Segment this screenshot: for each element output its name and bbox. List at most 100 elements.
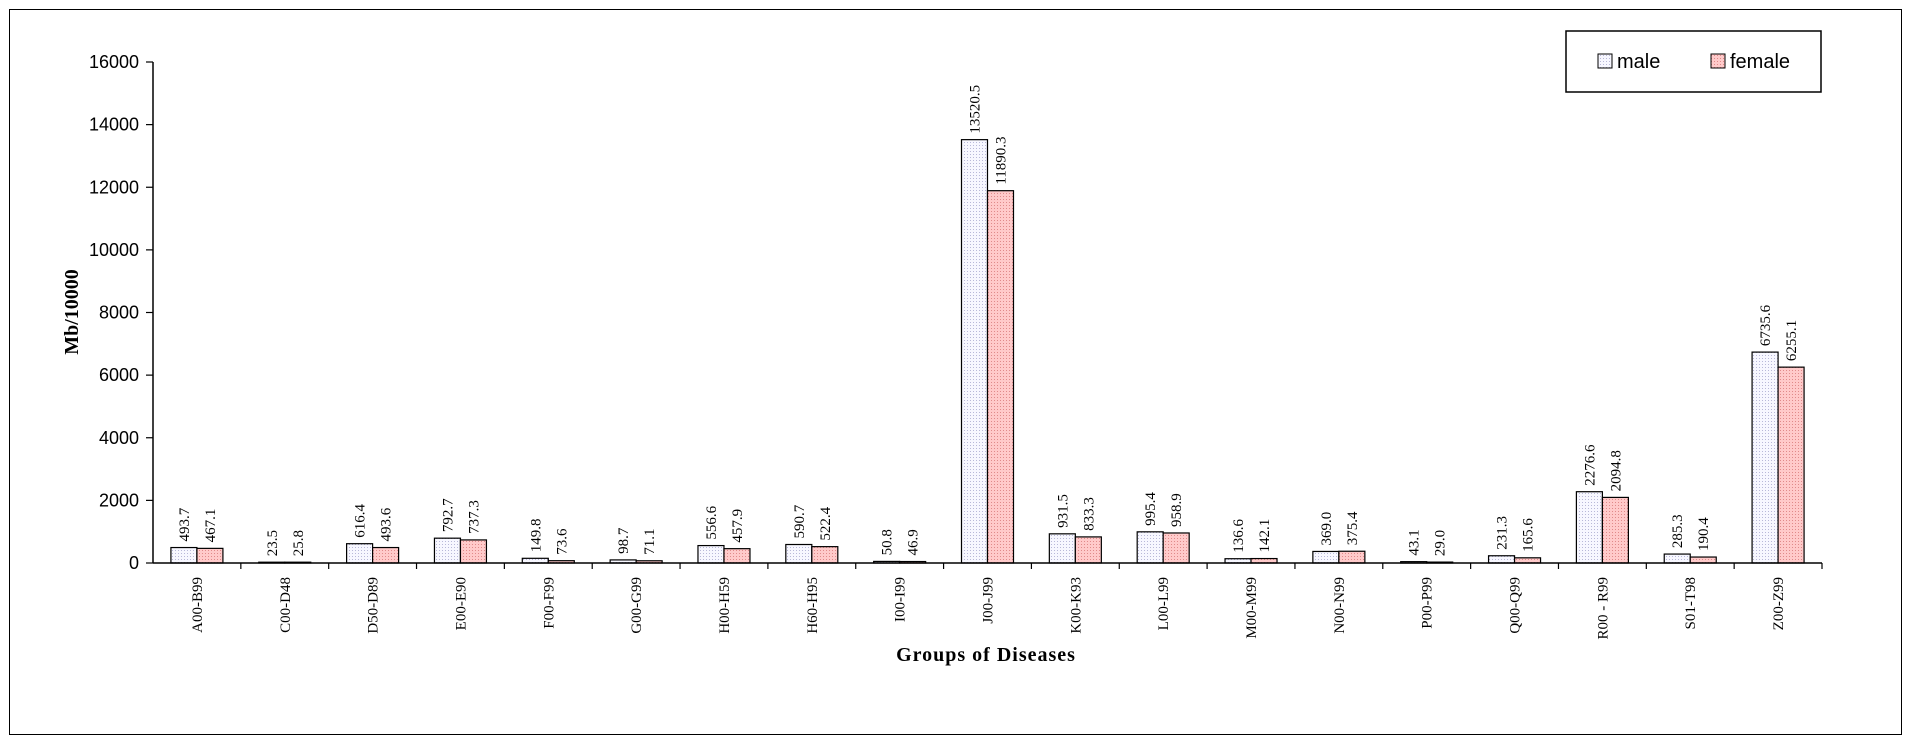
data-label-female: 11890.3 bbox=[994, 136, 1010, 184]
bar-male bbox=[1751, 351, 1779, 564]
data-label-male: 285.3 bbox=[1670, 514, 1686, 548]
bar-male bbox=[960, 139, 989, 564]
data-label-female: 25.8 bbox=[291, 530, 307, 556]
x-tick-label: D50-D89 bbox=[366, 577, 382, 634]
y-tick-label: 16000 bbox=[89, 52, 139, 72]
bar-female bbox=[811, 546, 839, 564]
data-label-male: 149.8 bbox=[528, 519, 544, 553]
x-tick-label: M00-M99 bbox=[1244, 577, 1260, 639]
x-tick-label: S01-T98 bbox=[1683, 577, 1699, 630]
data-label-female: 2094.8 bbox=[1608, 450, 1624, 491]
bar-male bbox=[1575, 491, 1603, 564]
bar-female bbox=[986, 190, 1015, 564]
y-tick-label: 12000 bbox=[89, 177, 139, 197]
data-label-male: 50.8 bbox=[880, 529, 896, 555]
x-tick-label: A00-B99 bbox=[190, 577, 206, 633]
bar-female bbox=[1601, 496, 1629, 564]
legend-swatch-female bbox=[1710, 53, 1726, 69]
x-tick-label: L00-L99 bbox=[1156, 577, 1172, 630]
bar-male bbox=[785, 543, 813, 564]
bar-female bbox=[196, 547, 224, 564]
bar-female bbox=[1689, 556, 1717, 564]
data-label-male: 493.7 bbox=[177, 507, 193, 541]
data-label-male: 556.6 bbox=[704, 505, 720, 539]
y-tick-label: 10000 bbox=[89, 240, 139, 260]
x-tick-label: J00-J99 bbox=[981, 577, 997, 624]
data-label-male: 43.1 bbox=[1407, 529, 1423, 555]
bar-female bbox=[1338, 550, 1366, 564]
bar-male bbox=[170, 546, 198, 564]
bar-male bbox=[346, 543, 374, 564]
y-axis-label: Mb/10000 bbox=[61, 269, 83, 355]
data-label-male: 616.4 bbox=[353, 503, 369, 537]
data-label-male: 369.0 bbox=[1319, 512, 1335, 546]
y-tick-label: 4000 bbox=[99, 428, 139, 448]
x-tick-label: R00 - R99 bbox=[1595, 577, 1611, 640]
data-label-female: 6255.1 bbox=[1784, 320, 1800, 361]
x-tick-label: N00-N99 bbox=[1332, 577, 1348, 634]
legend-label-male: male bbox=[1617, 51, 1660, 73]
data-label-male: 231.3 bbox=[1495, 516, 1511, 550]
data-label-female: 833.3 bbox=[1081, 497, 1097, 531]
x-tick-label: P00-P99 bbox=[1420, 577, 1436, 629]
data-label-female: 165.6 bbox=[1521, 518, 1537, 552]
x-tick-label: F00-F99 bbox=[541, 577, 557, 629]
data-label-male: 98.7 bbox=[616, 527, 632, 554]
data-label-male: 590.7 bbox=[792, 504, 808, 538]
data-label-female: 142.1 bbox=[1257, 519, 1273, 553]
chart-frame: 0 2000 4000 6000 8000 10000 12000 14000 16000 49… bbox=[9, 9, 1902, 735]
y-tick-label: 0 bbox=[129, 553, 139, 573]
bar-male bbox=[697, 544, 725, 564]
x-tick-label: E00-E90 bbox=[453, 577, 469, 630]
data-label-male: 792.7 bbox=[440, 498, 456, 532]
data-label-female: 493.6 bbox=[379, 507, 395, 541]
data-label-male: 2276.6 bbox=[1582, 444, 1598, 486]
y-axis-ticks: 0 2000 4000 6000 8000 10000 12000 14000 16000 bbox=[89, 52, 153, 573]
x-tick-label: H00-H59 bbox=[717, 577, 733, 634]
data-label-male: 995.4 bbox=[1143, 492, 1159, 526]
data-label-female: 73.6 bbox=[554, 528, 570, 555]
bar-female bbox=[1513, 557, 1542, 564]
data-label-female: 737.3 bbox=[466, 500, 482, 534]
data-label-female: 190.4 bbox=[1696, 517, 1712, 551]
data-label-female: 522.4 bbox=[818, 506, 834, 540]
legend-label-female: female bbox=[1730, 51, 1790, 73]
y-tick-label: 8000 bbox=[99, 303, 139, 323]
x-tick-label: I00-I99 bbox=[893, 577, 909, 622]
bar-female bbox=[459, 539, 488, 564]
bar-female bbox=[1162, 532, 1190, 564]
bars bbox=[170, 139, 1805, 564]
data-label-male: 136.6 bbox=[1231, 518, 1247, 552]
x-axis-ticks: A00-B99 C00-D48 D50-D89 E00-E90 F00-F99 G00-G… bbox=[190, 563, 1823, 640]
data-label-female: 71.1 bbox=[642, 529, 658, 555]
y-tick-label: 14000 bbox=[89, 115, 139, 135]
legend: male female bbox=[1565, 30, 1822, 93]
data-label-female: 958.9 bbox=[1169, 493, 1185, 527]
legend-swatch-male bbox=[1597, 53, 1613, 69]
data-label-male: 13520.5 bbox=[968, 85, 984, 134]
x-axis-label: Groups of Diseases bbox=[896, 644, 1076, 666]
data-label-female: 457.9 bbox=[730, 509, 746, 543]
x-tick-label: Z00-Z99 bbox=[1771, 577, 1787, 630]
data-label-male: 6735.6 bbox=[1758, 304, 1774, 346]
x-tick-label: H60-H95 bbox=[805, 577, 821, 634]
bar-male bbox=[1663, 553, 1691, 564]
x-tick-label: C00-D48 bbox=[278, 577, 294, 633]
bar-male bbox=[1312, 550, 1340, 564]
bar-male bbox=[1048, 533, 1076, 564]
bar-male bbox=[1136, 531, 1164, 564]
bar-female bbox=[1777, 366, 1805, 564]
data-label-male: 931.5 bbox=[1055, 494, 1071, 528]
data-label-female: 467.1 bbox=[203, 509, 219, 543]
bar-female bbox=[372, 546, 400, 564]
data-label-male: 23.5 bbox=[265, 530, 281, 556]
x-tick-label: Q00-Q99 bbox=[1508, 577, 1524, 634]
bar-chart: 0 2000 4000 6000 8000 10000 12000 14000 16000 49… bbox=[61, 30, 1823, 666]
bar-male bbox=[433, 537, 462, 564]
y-tick-label: 2000 bbox=[99, 490, 139, 510]
data-label-female: 29.0 bbox=[1433, 530, 1449, 556]
x-tick-label: G00-G99 bbox=[629, 577, 645, 634]
x-tick-label: K00-K93 bbox=[1068, 577, 1084, 634]
y-tick-label: 6000 bbox=[99, 365, 139, 385]
data-label-female: 375.4 bbox=[1345, 511, 1361, 545]
